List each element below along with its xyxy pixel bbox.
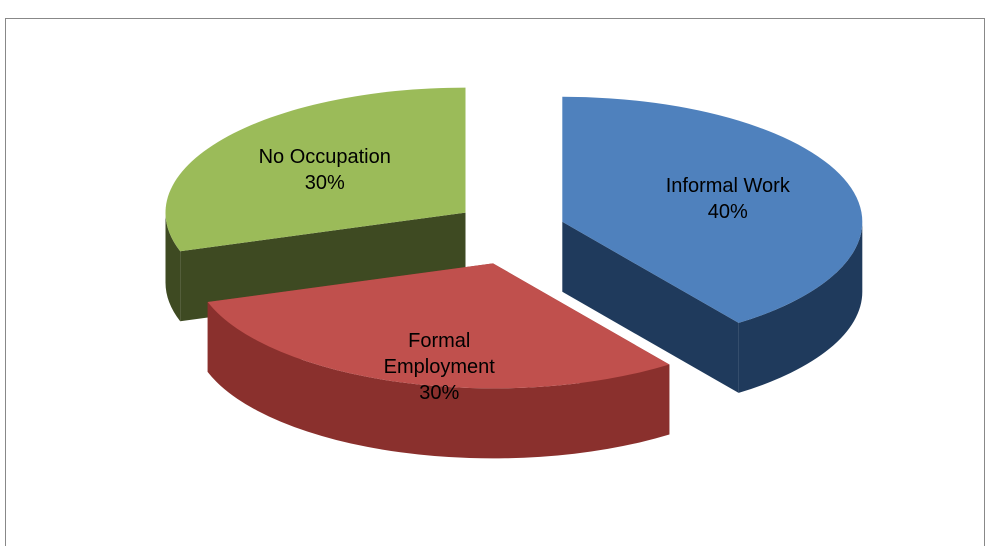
slice-side <box>165 212 181 322</box>
category-label: Formal Employment <box>383 330 495 379</box>
slice-cut-face <box>562 221 739 393</box>
pie-slice <box>207 263 670 459</box>
slice-label: Formal Employment 30% <box>369 328 509 406</box>
value-label: 30% <box>304 171 345 194</box>
slice-cut-face <box>180 212 466 322</box>
category-label: Informal Work <box>665 175 790 198</box>
slice-top <box>207 263 670 389</box>
slice-label: No Occupation 30% <box>240 144 410 196</box>
value-label: 40% <box>707 201 748 224</box>
value-label: 30% <box>419 382 460 405</box>
slice-side <box>738 221 863 393</box>
chart-border <box>5 18 985 546</box>
slice-label: Informal Work 40% <box>643 173 813 225</box>
slice-top <box>562 96 863 323</box>
pie-slice <box>562 96 863 393</box>
pie-slice <box>165 87 466 322</box>
category-label: No Occupation <box>258 145 391 168</box>
slice-top <box>165 87 466 252</box>
slice-side <box>207 302 670 459</box>
